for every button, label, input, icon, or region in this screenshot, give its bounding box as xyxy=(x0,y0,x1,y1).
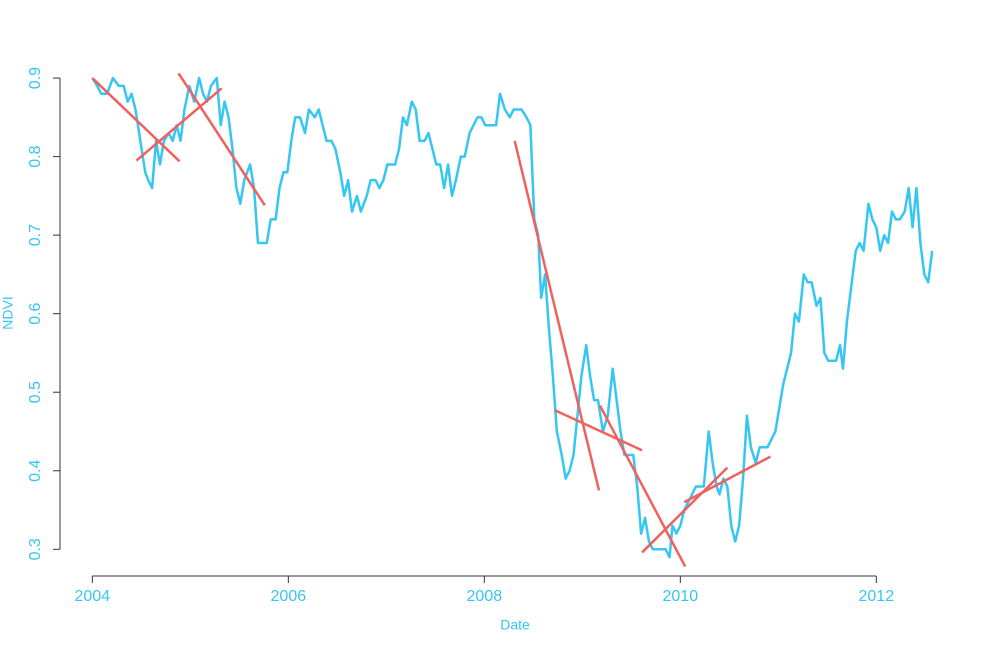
trend-segment xyxy=(641,466,729,554)
x-tick-label: 2012 xyxy=(859,588,895,605)
x-tick-label: 2006 xyxy=(271,588,307,605)
y-tick-label: 0.6 xyxy=(27,302,44,324)
y-tick-label: 0.7 xyxy=(27,224,44,246)
trend-segment xyxy=(513,140,601,491)
y-axis-title: NDVI xyxy=(0,296,16,329)
x-tick-label: 2004 xyxy=(75,588,111,605)
x-tick-label: 2010 xyxy=(663,588,699,605)
trend-segment xyxy=(683,455,772,504)
x-axis-title: Date xyxy=(500,617,530,633)
y-tick-label: 0.5 xyxy=(27,381,44,403)
x-tick-label: 2008 xyxy=(467,588,503,605)
y-tick-label: 0.4 xyxy=(27,460,44,482)
trend-segment xyxy=(554,409,643,452)
trend-segment xyxy=(177,72,266,206)
ndvi-line xyxy=(91,76,934,559)
trend-segment xyxy=(598,404,687,568)
y-tick-label: 0.9 xyxy=(27,67,44,89)
y-tick-label: 0.3 xyxy=(27,538,44,560)
y-tick-label: 0.8 xyxy=(27,145,44,167)
trend-segment xyxy=(91,77,181,163)
trend-segment xyxy=(135,87,223,162)
